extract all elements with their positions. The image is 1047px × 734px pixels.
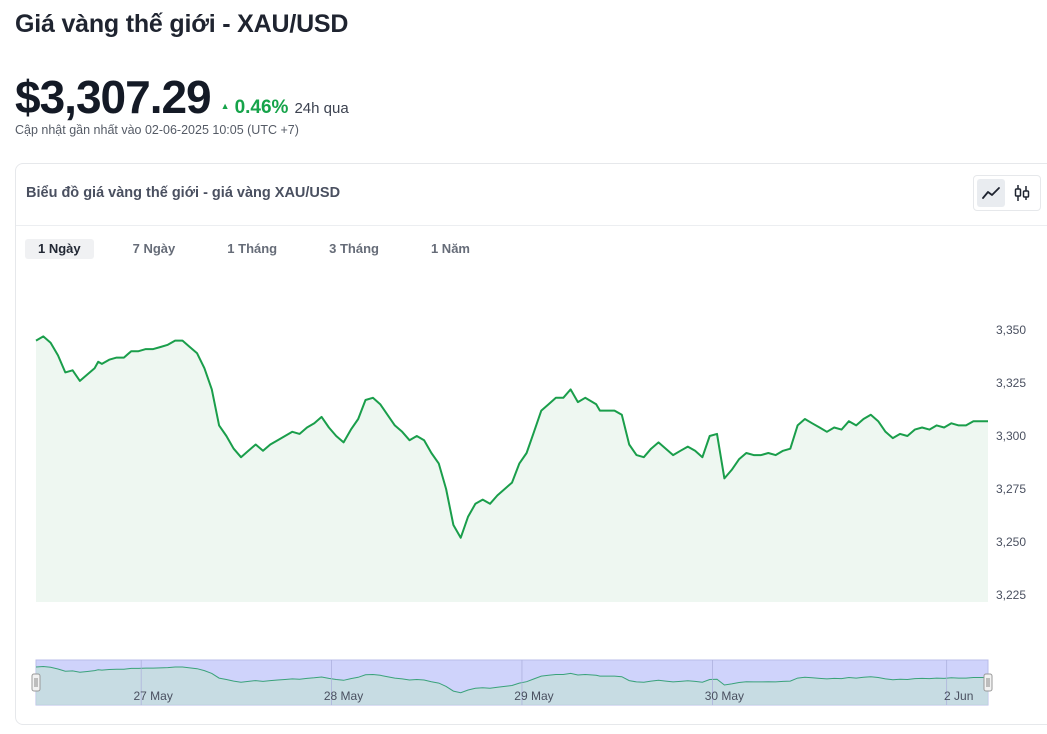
navigator-left-handle[interactable] xyxy=(31,673,41,692)
y-tick-label: 3,275 xyxy=(996,482,1026,496)
last-updated: Cập nhật gần nhất vào 02-06-2025 10:05 (… xyxy=(15,123,299,137)
navigator-date-label: 2 Jun xyxy=(944,689,973,703)
range-navigator: 27 May 28 May 29 May 30 May 2 Jun xyxy=(31,659,993,706)
tab-3-months[interactable]: 3 Tháng xyxy=(329,241,379,256)
chart-card-title: Biểu đồ giá vàng thế giới - giá vàng XAU… xyxy=(26,185,341,201)
chart-type-toggle xyxy=(973,175,1041,211)
price-row: $3,307.29 ▲ 0.46% 24h qua xyxy=(15,70,349,124)
tab-1-day[interactable]: 1 Ngày xyxy=(25,239,94,259)
current-price: $3,307.29 xyxy=(15,71,212,123)
navigator-date-label: 27 May xyxy=(133,689,172,703)
tab-7-days[interactable]: 7 Ngày xyxy=(132,241,176,256)
change-period: 24h qua xyxy=(294,100,349,117)
range-tabs: 1 Ngày 7 Ngày 1 Tháng 3 Tháng 1 Năm xyxy=(25,239,509,259)
tab-1-year[interactable]: 1 Năm xyxy=(430,241,470,256)
arrow-up-icon: ▲ xyxy=(220,101,230,111)
price-change: ▲ 0.46% 24h qua xyxy=(221,97,349,119)
y-tick-label: 3,300 xyxy=(996,429,1026,443)
change-percent: 0.46% xyxy=(234,97,289,118)
tab-1-month[interactable]: 1 Tháng xyxy=(227,241,278,256)
navigator-date-label: 30 May xyxy=(705,689,744,703)
line-chart-icon xyxy=(982,187,1000,199)
candlestick-icon xyxy=(1014,185,1030,201)
candlestick-chart-button[interactable] xyxy=(1008,179,1036,207)
navigator-date-label: 29 May xyxy=(514,689,553,703)
page-title: Giá vàng thế giới - XAU/USD xyxy=(15,10,349,38)
navigator-right-handle[interactable] xyxy=(983,673,993,692)
y-tick-label: 3,225 xyxy=(996,588,1026,602)
y-tick-label: 3,325 xyxy=(996,376,1026,390)
navigator-date-label: 28 May xyxy=(324,689,363,703)
y-tick-label: 3,250 xyxy=(996,535,1026,549)
price-line xyxy=(35,335,988,539)
card-divider xyxy=(16,225,1047,226)
line-chart-button[interactable] xyxy=(977,179,1005,207)
price-area xyxy=(36,336,988,602)
navigator-line xyxy=(35,665,988,694)
y-tick-label: 3,350 xyxy=(996,323,1026,337)
